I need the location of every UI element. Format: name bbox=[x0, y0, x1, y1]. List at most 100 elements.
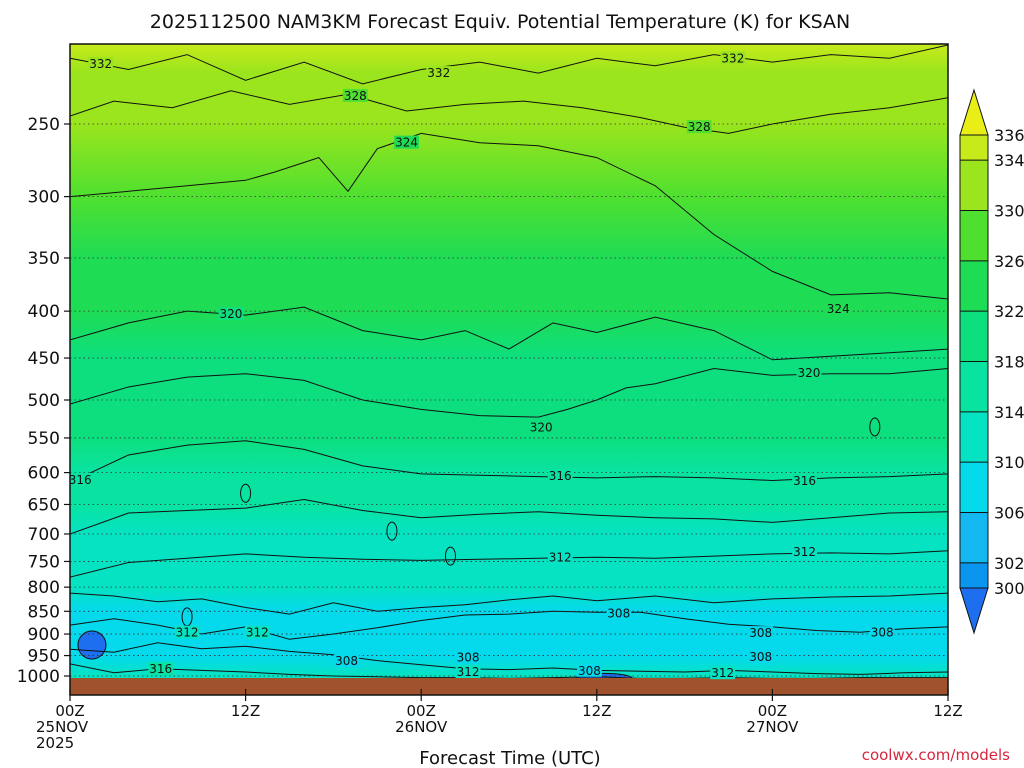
x-tick-label: 00Z bbox=[407, 702, 436, 720]
y-tick-label: 350 bbox=[28, 249, 60, 269]
contour-label-bg bbox=[748, 626, 774, 640]
contour-label: 316 bbox=[793, 474, 816, 488]
contour-line-332 bbox=[70, 44, 948, 85]
contour-label: 312 bbox=[711, 666, 734, 680]
contour-label-bg bbox=[342, 88, 368, 102]
x-tick-label: 00Z bbox=[758, 702, 787, 720]
contour-line-328 bbox=[70, 90, 948, 134]
contour-label: 312 bbox=[793, 545, 816, 559]
contour-label: 308 bbox=[607, 607, 630, 621]
contour-label: 308 bbox=[749, 650, 772, 664]
plot-area: 332 332 332 328 328 324 324 320 320 320 316 316 316 3… bbox=[69, 44, 948, 695]
x-tick-label: 12Z bbox=[231, 702, 260, 720]
colorbar-tick-label: 310 bbox=[994, 453, 1024, 472]
chart-title: 2025112500 NAM3KM Forecast Equiv. Potent… bbox=[150, 11, 850, 33]
contour-label-bg bbox=[547, 550, 573, 564]
contour-label-bg bbox=[88, 56, 114, 70]
contour-label-bg bbox=[748, 650, 774, 664]
y-tick-label: 700 bbox=[28, 525, 60, 545]
y-tick-label: 300 bbox=[28, 188, 60, 208]
contour-label: 316 bbox=[69, 473, 92, 487]
closed-contour bbox=[444, 546, 456, 566]
contour-line-318 bbox=[70, 367, 948, 418]
contour-label: 312 bbox=[457, 665, 480, 679]
x-tick-label: 12Z bbox=[582, 702, 611, 720]
y-tick-label: 450 bbox=[28, 349, 60, 369]
contour-label-bg bbox=[825, 302, 851, 316]
y-tick-label: 1000 bbox=[17, 667, 60, 687]
y-tick-label: 850 bbox=[28, 602, 60, 622]
y-tick-label: 400 bbox=[28, 302, 60, 322]
contour-label: 332 bbox=[427, 66, 450, 80]
contour-label-bg bbox=[148, 662, 174, 676]
contour-label-bg bbox=[218, 307, 244, 321]
y-tick-label: 950 bbox=[28, 647, 60, 667]
y-tick-label: 250 bbox=[28, 115, 60, 135]
contour-label-bg bbox=[869, 625, 895, 639]
colorbar-tick-label: 300 bbox=[994, 579, 1024, 598]
contour-label: 320 bbox=[798, 366, 821, 380]
plot-frame bbox=[69, 43, 949, 696]
x-tick-label: 26NOV bbox=[395, 718, 448, 736]
contour-label-bg bbox=[686, 120, 712, 134]
contour-line-312 bbox=[70, 642, 948, 675]
contour-label: 308 bbox=[749, 626, 772, 640]
contour-labels: 332 332 332 328 328 324 324 320 320 320 316 316 316 3… bbox=[69, 51, 895, 680]
contour-label-bg bbox=[174, 625, 200, 639]
colorbar-tick-label: 314 bbox=[994, 403, 1024, 422]
contour-label: 308 bbox=[871, 625, 894, 639]
contour-label: 332 bbox=[721, 51, 744, 65]
contour-label: 328 bbox=[344, 89, 367, 103]
colorbar-tick-label: 326 bbox=[994, 252, 1024, 271]
closed-contour bbox=[386, 521, 398, 541]
y-axis: 250 300 350 400 450 500 550 600 650 700 750 800 850 9… bbox=[17, 115, 70, 687]
contour-label: 308 bbox=[457, 651, 480, 665]
contour-label: 312 bbox=[246, 626, 269, 640]
contour-label-bg bbox=[528, 420, 554, 434]
y-tick-label: 550 bbox=[28, 429, 60, 449]
contour-label: 308 bbox=[335, 654, 358, 668]
contour-label-bg bbox=[426, 66, 452, 80]
y-tick-label: 750 bbox=[28, 552, 60, 572]
contour-label-bg bbox=[796, 365, 822, 379]
colorbar-tick-label: 334 bbox=[994, 151, 1024, 170]
contour-label-bg bbox=[244, 625, 270, 639]
contour-line-308 bbox=[70, 610, 948, 640]
contour-label: 308 bbox=[578, 664, 601, 678]
contour-line-324 bbox=[70, 132, 948, 300]
contour-lines bbox=[70, 44, 948, 679]
closed-contour bbox=[240, 483, 252, 503]
colorbar-tick-label: 306 bbox=[994, 504, 1024, 523]
low-theta-e-pocket bbox=[77, 630, 107, 660]
contour-label: 324 bbox=[395, 136, 418, 150]
contour-label: 312 bbox=[549, 551, 572, 565]
closed-contour bbox=[869, 417, 881, 437]
contour-label: 316 bbox=[149, 662, 172, 676]
y-tick-label: 800 bbox=[28, 578, 60, 598]
contour-label-bg bbox=[577, 663, 602, 677]
credit-text: coolwx.com/models bbox=[862, 746, 1010, 764]
x-tick-label: 27NOV bbox=[746, 718, 799, 736]
contour-label-bg bbox=[547, 468, 573, 482]
contour-label: 320 bbox=[220, 307, 243, 321]
contour-label-bg bbox=[720, 51, 746, 65]
colorbar-tick-label: 330 bbox=[994, 202, 1024, 221]
contour-label-bg bbox=[792, 544, 817, 558]
contour-label-bg bbox=[334, 653, 359, 667]
contour-line-314 bbox=[70, 498, 948, 535]
contour-label-bg bbox=[455, 650, 481, 664]
x-tick-label: 25NOV bbox=[36, 718, 89, 736]
y-tick-label: 500 bbox=[28, 391, 60, 411]
colorbar-tick-label: 302 bbox=[994, 554, 1024, 573]
contour-label-bg bbox=[70, 472, 93, 486]
colorbar-tick-label: 322 bbox=[994, 302, 1024, 321]
colorbar: 300 302 306 310 314 318 322 326 330 334 336 bbox=[959, 88, 1024, 635]
contour-label: 324 bbox=[827, 302, 850, 316]
surface-fill bbox=[70, 678, 948, 695]
contour-label-bg bbox=[792, 474, 817, 488]
colorbar-tick-label: 336 bbox=[994, 126, 1024, 145]
x-axis-label: Forecast Time (UTC) bbox=[419, 748, 600, 768]
contour-label: 328 bbox=[688, 120, 711, 134]
colorbar-max-arrow bbox=[959, 88, 989, 136]
